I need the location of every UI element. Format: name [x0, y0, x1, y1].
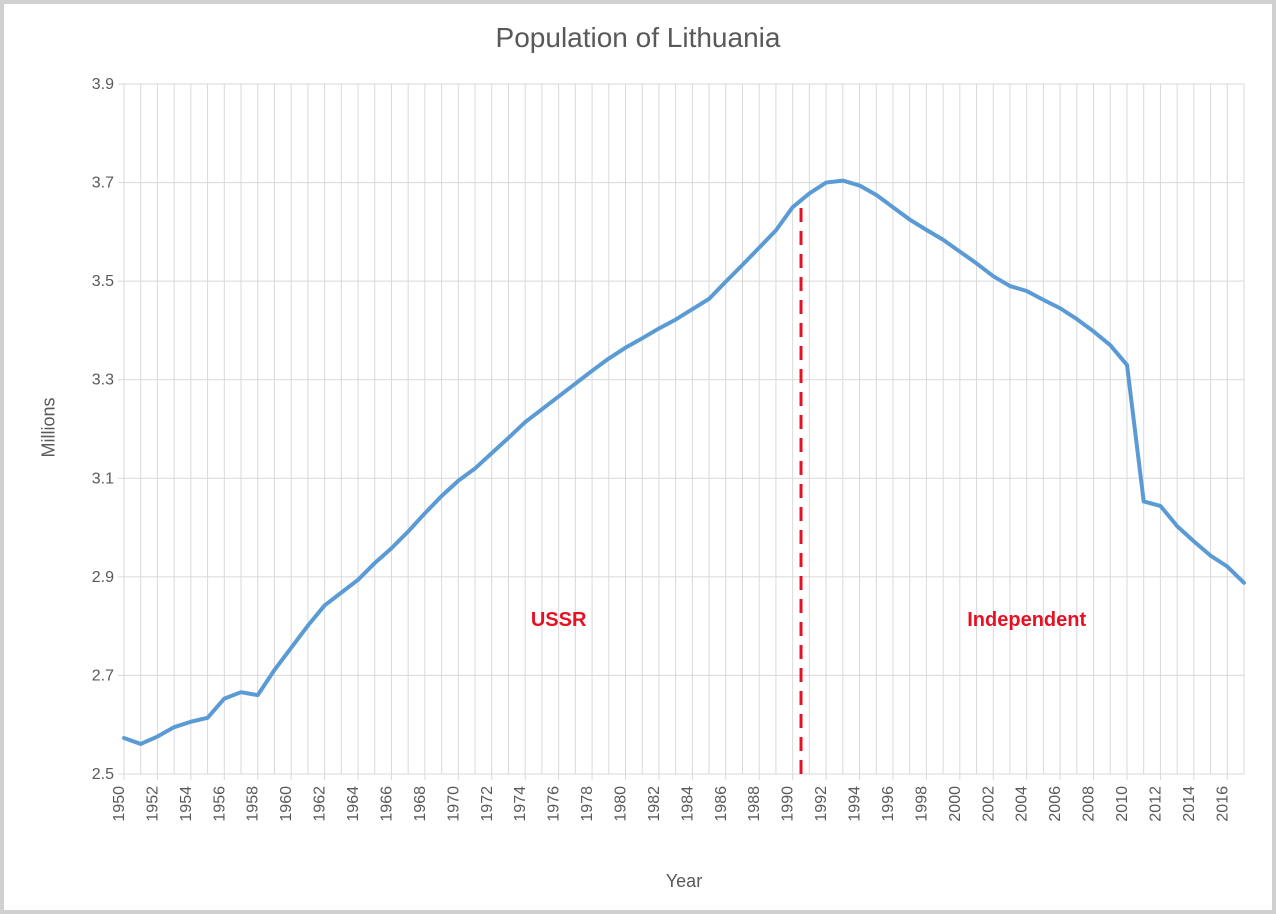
x-tick-label: 1962 [312, 786, 329, 822]
y-tick-label: 3.1 [92, 470, 114, 487]
x-tick-label: 2004 [1014, 786, 1031, 822]
x-tick-label: 2016 [1214, 786, 1231, 822]
y-tick-label: 3.9 [92, 76, 114, 93]
population-line [124, 181, 1244, 744]
x-tick-label: 1974 [512, 786, 529, 822]
x-tick-label: 1990 [780, 786, 797, 822]
x-tick-label: 1954 [178, 786, 195, 822]
x-tick-label: 2014 [1181, 786, 1198, 822]
x-tick-label: 2002 [980, 786, 997, 822]
x-tick-label: 1958 [245, 786, 262, 822]
x-tick-label: 1984 [679, 786, 696, 822]
x-tick-label: 1950 [111, 786, 128, 822]
y-tick-label: 2.9 [92, 569, 114, 586]
x-tick-label: 1998 [913, 786, 930, 822]
x-tick-label: 1976 [546, 786, 563, 822]
x-tick-label: 1960 [278, 786, 295, 822]
y-tick-label: 3.3 [92, 372, 114, 389]
x-tick-label: 2008 [1081, 786, 1098, 822]
chart-container: Population of Lithuania Millions Year 2.… [0, 0, 1276, 914]
y-tick-label: 2.5 [92, 766, 114, 783]
y-tick-label: 3.5 [92, 273, 114, 290]
x-tick-label: 2012 [1147, 786, 1164, 822]
x-tick-label: 1968 [412, 786, 429, 822]
x-tick-label: 1956 [211, 786, 228, 822]
x-tick-label: 1978 [579, 786, 596, 822]
x-tick-label: 1982 [646, 786, 663, 822]
x-tick-label: 2000 [947, 786, 964, 822]
x-tick-label: 1970 [445, 786, 462, 822]
x-tick-label: 1952 [144, 786, 161, 822]
x-tick-label: 1996 [880, 786, 897, 822]
y-tick-label: 3.7 [92, 175, 114, 192]
x-tick-label: 1992 [813, 786, 830, 822]
annotation-independent: Independent [967, 609, 1086, 631]
x-tick-label: 2010 [1114, 786, 1131, 822]
x-tick-label: 1964 [345, 786, 362, 822]
annotation-ussr: USSR [531, 609, 587, 631]
x-tick-label: 1972 [479, 786, 496, 822]
plot-border [124, 84, 1244, 774]
chart-plot: 2.5 2.7 2.9 3.1 3.3 3.5 3.7 3.9 1950 1952 1954 1956… [4, 4, 1272, 910]
x-tick-label: 1980 [612, 786, 629, 822]
x-tick-label: 2006 [1047, 786, 1064, 822]
x-tick-label: 1966 [378, 786, 395, 822]
x-tick-label: 1994 [847, 786, 864, 822]
x-tick-label: 1986 [713, 786, 730, 822]
x-tick-label: 1988 [746, 786, 763, 822]
y-tick-label: 2.7 [92, 667, 114, 684]
